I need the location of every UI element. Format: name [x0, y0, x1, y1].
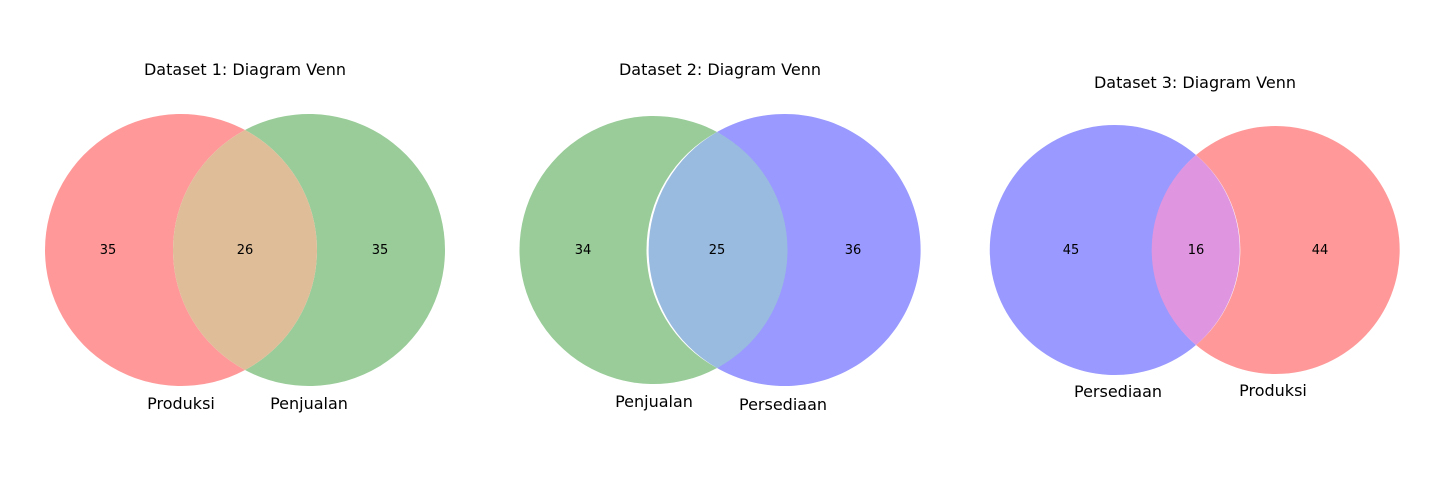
- panel-title: Dataset 3: Diagram Venn: [1094, 73, 1296, 92]
- panel-title: Dataset 1: Diagram Venn: [144, 60, 346, 79]
- count-intersection: 16: [1188, 243, 1205, 258]
- count-right-only: 44: [1312, 243, 1329, 258]
- set-only-region-right: [245, 114, 445, 387]
- intersection-region: [172, 130, 318, 370]
- set-only-region-left: [519, 115, 717, 385]
- count-left-only: 45: [1063, 243, 1080, 258]
- set-label-right: Produksi: [1239, 381, 1307, 400]
- set-label-right: Penjualan: [270, 394, 348, 413]
- count-left-only: 34: [575, 243, 592, 258]
- set-label-right: Persediaan: [739, 395, 827, 414]
- venn-panel-2: Dataset 2: Diagram Venn 34 25 36 Penjual…: [519, 60, 921, 414]
- count-right-only: 35: [372, 243, 389, 258]
- count-intersection: 25: [709, 243, 726, 258]
- count-right-only: 36: [845, 243, 862, 258]
- set-only-region-left: [989, 125, 1196, 375]
- venn-panel-1: Dataset 1: Diagram Venn 35 26 35 Produks…: [45, 60, 445, 413]
- count-intersection: 26: [237, 243, 254, 258]
- set-label-left: Produksi: [147, 394, 215, 413]
- set-label-left: Persediaan: [1074, 382, 1162, 401]
- count-left-only: 35: [100, 243, 117, 258]
- set-only-region-left: [45, 114, 245, 386]
- intersection-region: [648, 132, 788, 368]
- set-only-region-right: [1196, 126, 1400, 374]
- set-label-left: Penjualan: [615, 392, 693, 411]
- panel-title: Dataset 2: Diagram Venn: [619, 60, 821, 79]
- intersection-region: [1151, 155, 1240, 345]
- venn-panel-3: Dataset 3: Diagram Venn 45 16 44 Persedi…: [989, 73, 1400, 401]
